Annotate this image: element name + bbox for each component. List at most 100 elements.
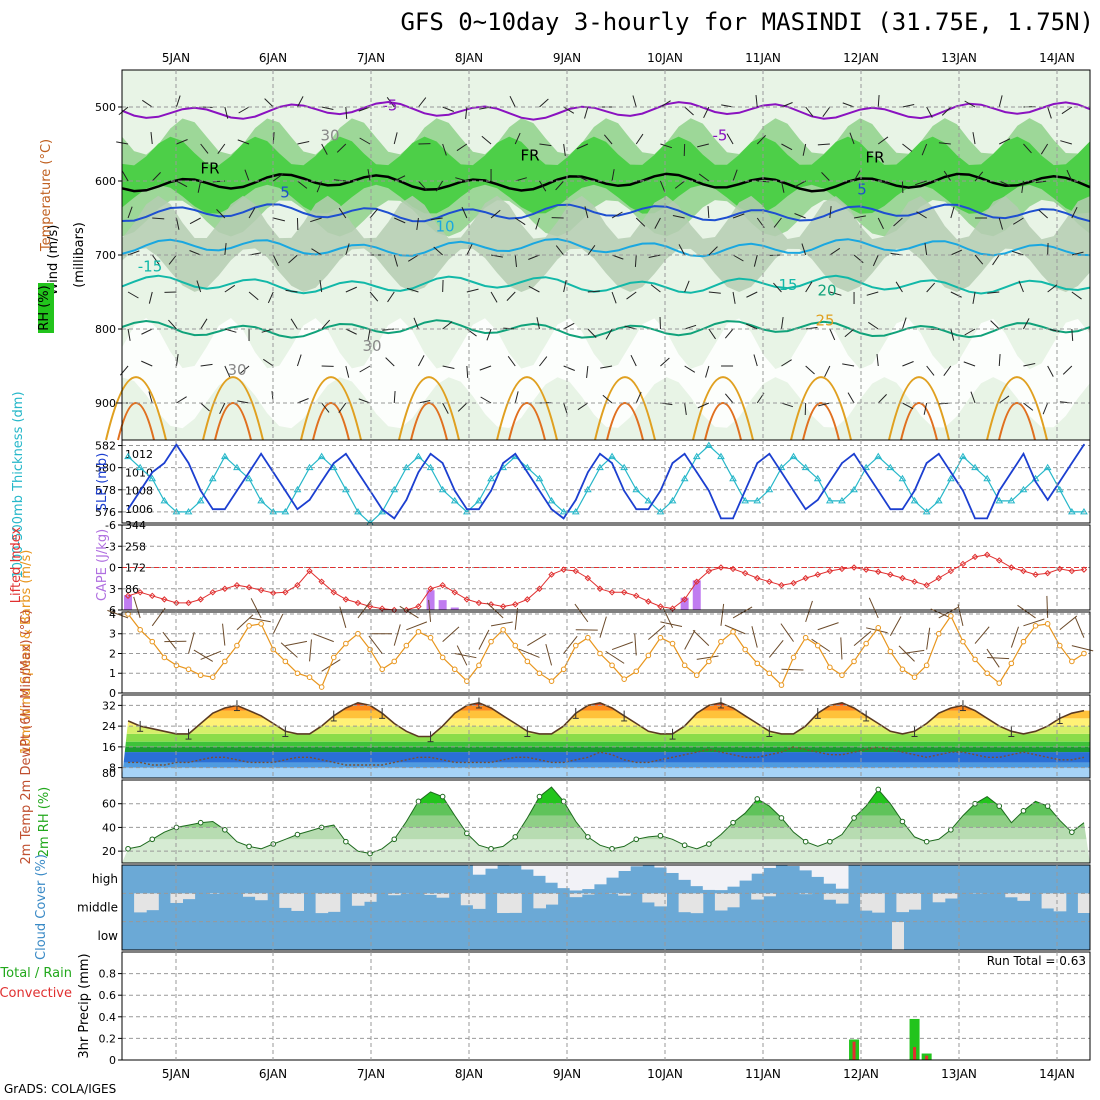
- rh-frame: [121, 779, 1091, 864]
- upper-barb-78-500: [1061, 106, 1073, 115]
- cloud-ylabel: Cloud Cover (%): [34, 854, 49, 960]
- wind-barb-57: [817, 622, 839, 631]
- rh-point-18: [343, 838, 349, 845]
- upper-barb-8-800: [224, 328, 237, 333]
- upper-barb-32-850: [507, 355, 516, 367]
- upper-barb-0-650: [127, 206, 133, 219]
- upper-barb-66-650: [916, 211, 927, 219]
- upper-barb-24-850: [418, 355, 425, 367]
- precip-conv-bar-65: [913, 1047, 917, 1060]
- li-point-64: [899, 574, 906, 582]
- cloud-high-gap-58: [823, 865, 837, 884]
- upper-barb-36-850: [563, 365, 575, 371]
- bottom-date-label-6: 11JAN: [745, 1067, 781, 1081]
- wind-ytick-1-label: 1: [109, 667, 116, 680]
- precip-ytick-3-label: 0.6: [99, 989, 117, 1002]
- upper-barb-36-800: [563, 322, 575, 330]
- thickness-point-33: [523, 463, 532, 471]
- upper-barb-12-650: [273, 217, 286, 222]
- slp-point-57: [816, 499, 819, 501]
- cloud-mid-gap-74: [1017, 893, 1030, 901]
- thickness-point-36: [559, 507, 568, 515]
- upper-barb-14-900: [297, 398, 309, 404]
- upper-barb-62-700: [872, 254, 879, 267]
- cloud-mid-gap-29: [472, 893, 486, 909]
- isotherm-0: [121, 100, 1091, 121]
- cape-frame: [121, 524, 1091, 611]
- thickness-point-8: [220, 452, 229, 460]
- temp-band-2: [122, 752, 1090, 763]
- cloud-mid-gap-14: [291, 893, 304, 911]
- li-point-53: [766, 578, 773, 585]
- upper-barb-52-750: [746, 291, 758, 298]
- rh-point-56: [802, 838, 809, 845]
- cloud-mid-gap-20: [364, 893, 377, 902]
- slp-point-74: [1022, 453, 1025, 455]
- slp-point-56: [804, 508, 807, 510]
- hot-contour-7: [802, 402, 840, 441]
- upper-barb-76-550: [1040, 143, 1049, 155]
- li-point-11: [257, 586, 265, 594]
- upper-barb-4-550: [176, 139, 188, 145]
- upper-barb-34-850: [539, 356, 548, 367]
- upper-barb-14-550: [297, 141, 310, 145]
- wind-speed-point-73: [1008, 660, 1015, 667]
- upper-barb-58-800: [829, 328, 836, 341]
- slp-point-42: [635, 508, 638, 510]
- cape-bar-46: [680, 597, 689, 610]
- thickness-point-64: [898, 474, 907, 482]
- li-point-8: [221, 585, 229, 592]
- upper-barb-66-850: [926, 365, 935, 376]
- slp-point-7: [211, 508, 214, 510]
- li-point-6: [197, 596, 204, 603]
- wind-barb-66: [926, 627, 931, 650]
- warm-contour-5: [594, 376, 656, 441]
- upper-barb-6-850: [200, 363, 213, 367]
- contour-label-12: 30: [320, 126, 339, 144]
- thick-ytick-1-label: 578: [95, 484, 116, 497]
- upper-barb-18-600: [333, 179, 346, 182]
- slp-point-39: [599, 453, 601, 455]
- wind-speed-point-64: [899, 666, 906, 673]
- wind-barb-23: [406, 621, 428, 631]
- thickness-point-37: [571, 507, 580, 515]
- contour-label-14: 30: [227, 361, 246, 379]
- upper-barb-60-900: [847, 392, 855, 404]
- cape-bar-27: [450, 607, 459, 610]
- upper-barb-0-750: [127, 291, 139, 299]
- upper-barb-18-800: [345, 328, 357, 335]
- thickness-point-19: [354, 507, 362, 515]
- upper-barb-10-500: [238, 106, 250, 114]
- upper-barb-56-500: [805, 106, 814, 117]
- cloud-high-gap-59: [835, 865, 849, 889]
- upper-barb-48-850: [705, 365, 710, 378]
- rh-point-62: [875, 786, 882, 793]
- upper-barb-10-650: [248, 207, 256, 219]
- slp-point-22: [393, 517, 396, 520]
- wind-speed-point-37: [572, 642, 579, 649]
- top-date-label-8: 13JAN: [941, 51, 977, 65]
- rh-point-40: [609, 845, 615, 852]
- upper-barb-38-800: [587, 328, 597, 338]
- wind-speed-line: [127, 613, 1085, 689]
- slp-point-44: [659, 489, 662, 492]
- upper-barb-44-550: [660, 143, 673, 149]
- dewpt-line: [128, 746, 1085, 766]
- hot-contour-1: [214, 402, 252, 441]
- upper-barb-40-700: [611, 254, 624, 260]
- rh-point-54: [778, 815, 785, 821]
- cloud-mid-gap-5: [182, 893, 196, 900]
- upper-barb-42-600: [636, 179, 649, 182]
- li-point-35: [548, 571, 555, 578]
- wind-barb-43: [648, 624, 666, 641]
- upper-barb-48-750: [708, 291, 721, 294]
- hot-contour-2: [312, 402, 350, 441]
- li-point-74: [1020, 567, 1027, 575]
- upper-barb-14-500: [297, 96, 304, 108]
- isotherm-3: [121, 237, 1091, 258]
- wind-speed-point-31: [500, 626, 506, 633]
- slp-point-35: [550, 508, 553, 510]
- temp-band-0: [122, 767, 1090, 778]
- wind-ytick-2-label: 2: [109, 647, 116, 660]
